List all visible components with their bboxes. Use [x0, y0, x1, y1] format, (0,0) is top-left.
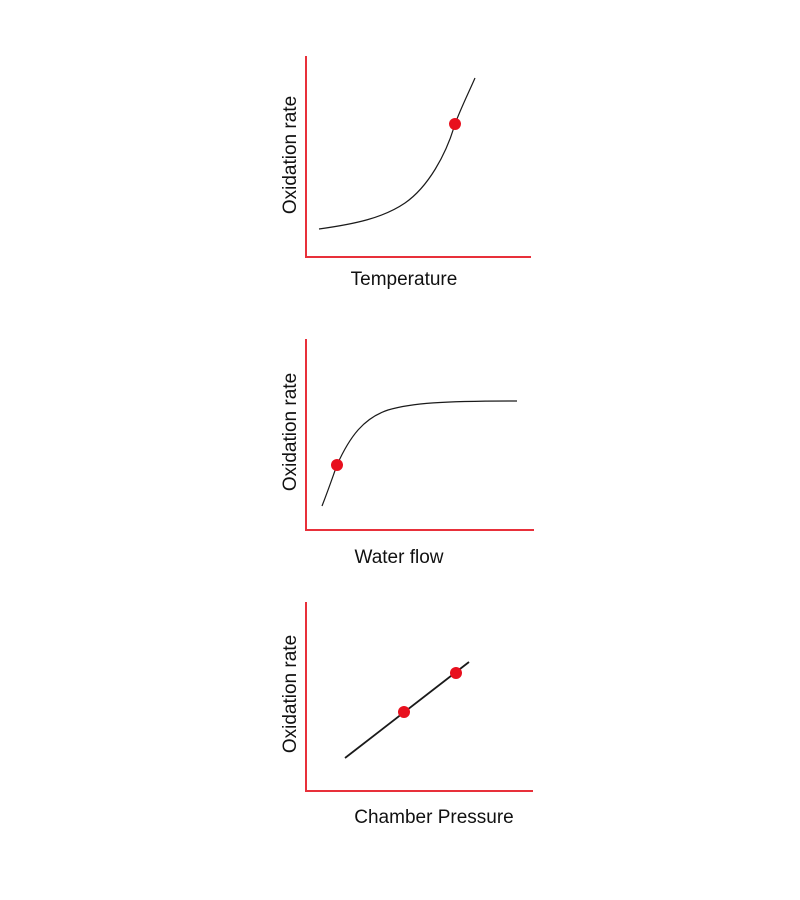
marker-chamber-pressure-2 [450, 667, 462, 679]
marker-chamber-pressure-1 [398, 706, 410, 718]
xlabel-2: Water flow [354, 547, 443, 568]
chart-water-flow: Oxidation rate Water flow [280, 339, 534, 568]
ylabel-2: Oxidation rate [280, 373, 301, 491]
axes-frame-3 [305, 602, 533, 792]
ylabel-1: Oxidation rate [280, 96, 301, 214]
ylabel-3: Oxidation rate [280, 635, 301, 753]
curve-water-flow [321, 400, 518, 507]
axes-frame-1 [305, 56, 531, 258]
chart-chamber-pressure: Oxidation rate Chamber Pressure [280, 602, 533, 828]
chart-temperature: Oxidation rate Temperature [280, 56, 531, 290]
xlabel-1: Temperature [351, 269, 458, 290]
xlabel-3: Chamber Pressure [354, 807, 513, 828]
axes-frame-2 [305, 339, 534, 531]
marker-water-flow [331, 459, 343, 471]
curve-temperature [318, 77, 476, 230]
marker-temperature [449, 118, 461, 130]
